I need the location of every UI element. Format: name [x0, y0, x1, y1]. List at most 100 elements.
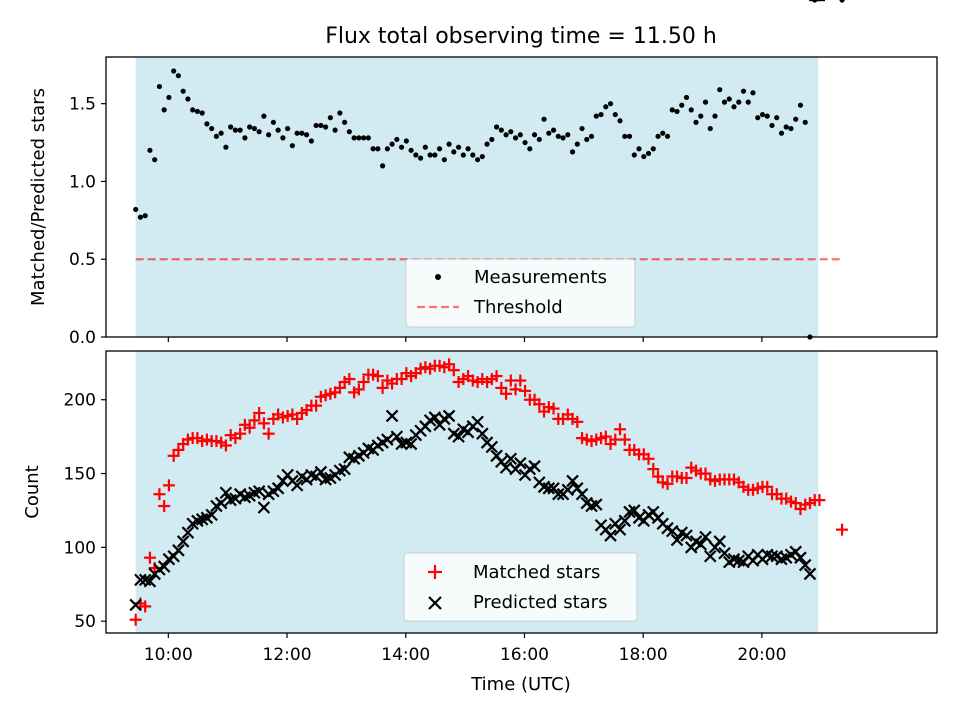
measurement-point [465, 146, 471, 152]
predicted-star-marker [157, 560, 171, 573]
predicted-star-marker [219, 486, 233, 500]
measurement-point [394, 136, 400, 143]
matched-star-marker [447, 364, 460, 377]
measurement-point [251, 125, 257, 132]
measurement-point [313, 122, 319, 129]
predicted-star-marker [143, 575, 157, 588]
measurement-point [740, 88, 747, 94]
matched-star-marker [642, 452, 655, 465]
x-tick-label: 18:00 [619, 645, 668, 665]
measurement-point [365, 135, 371, 141]
legend-matched-label: Matched stars [473, 562, 600, 583]
measurement-point [707, 125, 713, 132]
matched-star-marker [257, 417, 270, 430]
measurement-point [774, 115, 780, 121]
measurement-point [484, 141, 490, 147]
measurement-point [194, 108, 201, 115]
measurement-point [631, 152, 637, 158]
predicted-star-marker [338, 462, 351, 476]
matched-star-marker [661, 477, 674, 490]
measurement-point [522, 139, 528, 146]
measurement-point [489, 136, 495, 143]
measurement-point [474, 157, 481, 163]
measurement-point [299, 130, 305, 136]
measurement-point [593, 113, 599, 119]
predicted-star-marker [314, 465, 328, 479]
predicted-star-marker [514, 456, 527, 470]
predicted-star-marker [504, 452, 518, 466]
measurement-point [380, 163, 386, 169]
top-axes-frame [105, 56, 938, 338]
matched-star-marker [614, 423, 627, 436]
measurement-point [389, 141, 395, 147]
matched-star-marker [343, 373, 356, 386]
predicted-star-marker [680, 529, 693, 542]
measurement-point [541, 116, 547, 122]
measurement-point [517, 132, 523, 138]
measurement-point [422, 144, 428, 150]
measurement-point [460, 152, 466, 158]
measurement-point [655, 133, 661, 139]
measurement-point [280, 135, 286, 141]
y-tick-label: 200 [64, 391, 96, 411]
measurement-point [451, 149, 457, 155]
measurement-point [213, 133, 220, 139]
measurement-point [531, 132, 538, 138]
measurement-point [137, 214, 144, 220]
measurement-point [759, 111, 766, 118]
measurement-point [289, 143, 295, 149]
measurement-point [304, 132, 310, 138]
measurement-point [731, 104, 737, 110]
measurement-point [398, 144, 405, 150]
measurement-point [270, 119, 276, 125]
x-tick-label: 20:00 [737, 645, 786, 665]
matched-star-marker [253, 407, 266, 420]
matched-star-marker [509, 383, 522, 396]
measurement-point [641, 153, 647, 160]
predicted-star-marker [618, 514, 632, 528]
predicted-star-marker [205, 508, 218, 522]
measurement-point [636, 146, 642, 152]
matched-star-marker [836, 523, 849, 536]
legend-measurements-label: Measurements [474, 267, 607, 288]
matched-star-marker [153, 488, 166, 501]
measurement-point [574, 141, 580, 147]
measurement-point [171, 68, 177, 74]
measurement-point [712, 113, 718, 119]
measurement-point [565, 132, 571, 138]
matched-star-marker [514, 374, 527, 387]
measurement-point [327, 115, 333, 121]
measurement-point [674, 108, 680, 115]
predicted-star-marker [252, 484, 266, 498]
measurement-point [503, 132, 509, 138]
measurement-point [185, 96, 191, 102]
measurement-point [560, 135, 566, 141]
matched-star-marker [618, 433, 631, 446]
measurement-point [802, 119, 808, 125]
measurement-point [702, 99, 709, 105]
matched-star-marker [371, 370, 384, 383]
measurement-point [736, 99, 742, 105]
y-tick-label: 1.5 [69, 95, 96, 115]
predicted-star-marker [452, 430, 465, 443]
measurement-point [546, 130, 552, 136]
y-tick-label: 0.0 [69, 328, 96, 348]
legend-threshold-label: Threshold [473, 297, 563, 318]
measurement-point [569, 149, 576, 155]
measurement-point [755, 115, 761, 121]
matched-star-marker [243, 421, 256, 434]
predicted-star-marker [552, 487, 565, 501]
top-legend-box [405, 258, 636, 328]
top-ylabel: Matched/Predicted stars [28, 88, 49, 306]
measurement-point [612, 111, 618, 118]
measurement-point [156, 83, 163, 90]
measurement-point [679, 102, 685, 108]
measurement-point [536, 136, 542, 143]
predicted-star-marker [699, 530, 712, 544]
predicted-star-marker [485, 440, 499, 454]
bottom-axes-frame [105, 350, 938, 634]
matched-star-marker [599, 430, 612, 443]
measurement-point [332, 127, 338, 133]
predicted-star-marker [765, 549, 779, 563]
x-tick-label: 16:00 [500, 645, 549, 665]
